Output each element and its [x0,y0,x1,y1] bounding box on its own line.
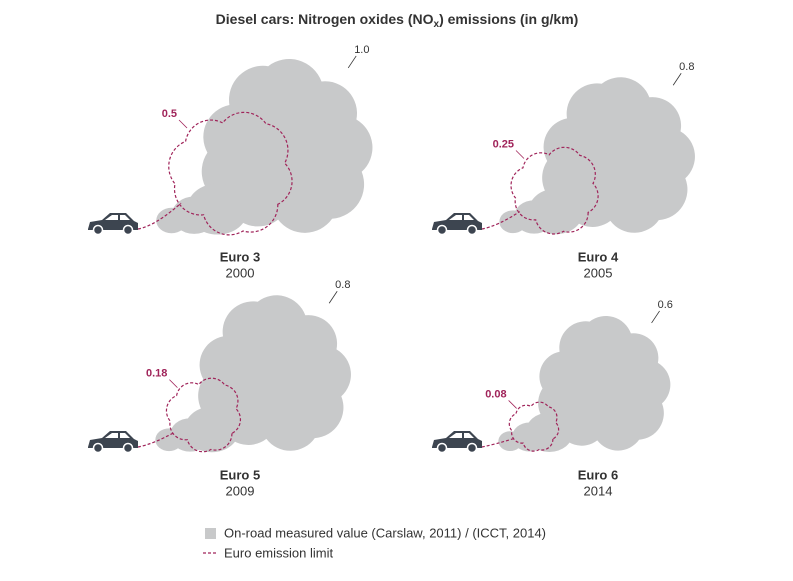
title-subscript: x [434,19,440,30]
legend-label: On-road measured value (Carslaw, 2011) /… [224,525,546,540]
title-part: ) emissions (in g/km) [439,11,578,27]
measured-cloud [538,315,671,451]
leader-line [651,310,660,324]
leader-line [508,400,517,409]
wheel [436,442,448,454]
measured-label: 0.8 [335,279,350,291]
leader-line [178,119,188,129]
car-window [105,433,130,438]
exhaust-puff [186,183,249,235]
leader-line [672,73,682,86]
measured-cloud [542,77,695,233]
panel-year: 2009 [226,483,255,498]
car-window [449,433,474,438]
title-part: Diesel cars: Nitrogen oxides (NO [216,11,434,27]
legend-label: Euro emission limit [224,545,333,560]
panel-year: 2005 [584,265,613,280]
legend-swatch [205,528,216,539]
limit-label: 0.25 [493,138,514,150]
limit-label: 0.08 [485,388,506,400]
wheel [466,224,478,236]
leader-line [169,379,178,388]
limit-trail [137,432,175,448]
panel-label: Euro 3 [220,249,260,264]
leader-line [347,55,357,69]
wheel [92,224,104,236]
measured-cloud [198,295,351,451]
exhaust-puff [525,412,574,452]
exhaust-puff [184,406,240,453]
measured-label: 0.8 [679,61,694,73]
wheel [466,442,478,454]
wheel [436,224,448,236]
panel-label: Euro 6 [578,467,618,482]
measured-label: 0.6 [658,299,673,311]
limit-cloud [168,111,293,236]
panel-label: Euro 4 [578,249,619,264]
limit-cloud [165,377,242,453]
limit-cloud [508,401,560,452]
wheel [122,442,134,454]
chart-title: Diesel cars: Nitrogen oxides (NOx) emiss… [216,11,579,30]
wheel [92,442,104,454]
limit-trail [137,202,182,230]
limit-label: 0.18 [146,368,167,380]
limit-cloud [510,146,599,235]
limit-label: 0.5 [162,108,177,120]
measured-label: 1.0 [354,44,369,56]
limit-trail [481,437,515,448]
panel-year: 2014 [584,483,613,498]
car-window [449,215,474,220]
leader-line [328,291,338,304]
leader-line [515,150,525,159]
panel-year: 2000 [226,265,255,280]
wheel [122,224,134,236]
car-window [105,215,130,220]
panel-label: Euro 5 [220,467,260,482]
exhaust-puff [528,188,584,235]
limit-trail [481,211,521,230]
